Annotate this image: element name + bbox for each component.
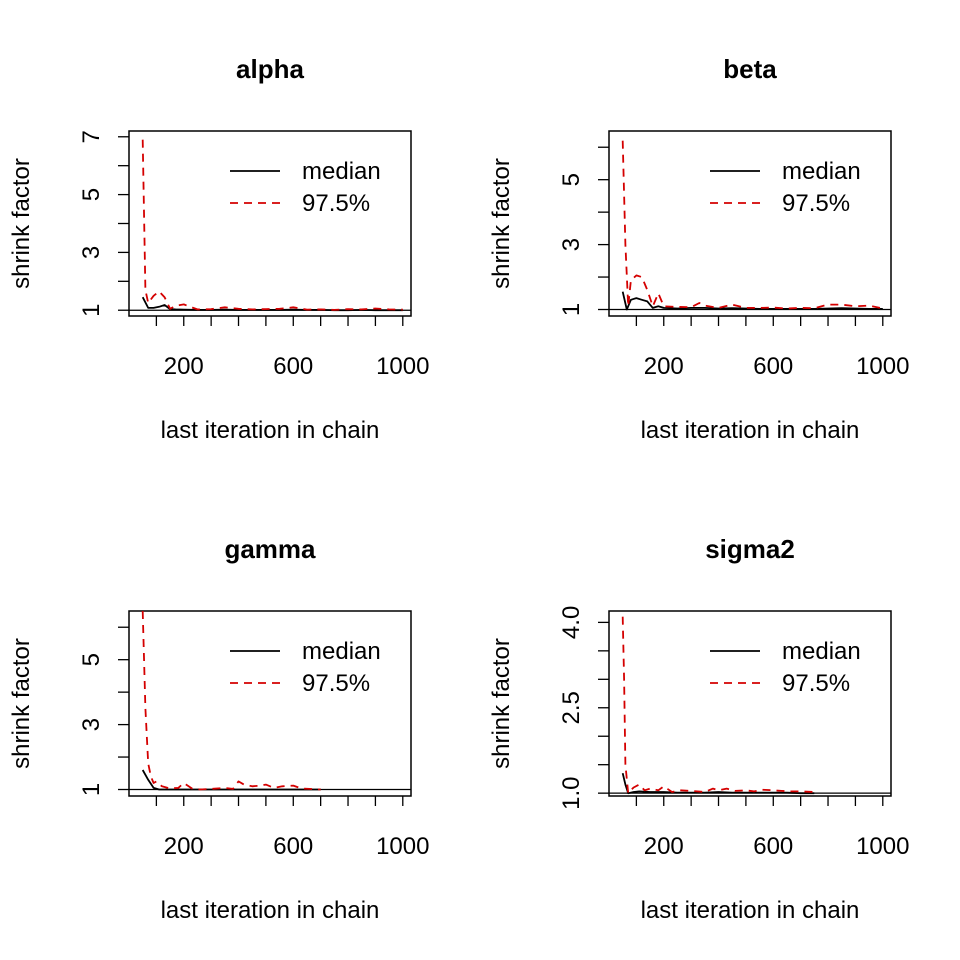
x-tick-label: 1000 (376, 353, 429, 380)
chart-panel-alpha: alpha last iteration in chain shrink facto… (8, 54, 429, 444)
upper-975-series-line (141, 139, 403, 311)
x-tick-label: 200 (164, 353, 204, 380)
chart-panel-beta: beta last iteration in chain shrink factor… (488, 54, 909, 444)
x-tick-label: 1000 (856, 353, 909, 380)
x-tick-label: 600 (753, 353, 793, 380)
upper-975-series-line (141, 611, 321, 791)
x-tick-label: 200 (644, 833, 684, 860)
legend: median 97.5% (710, 638, 861, 697)
median-series-line (141, 296, 403, 312)
y-tick-label: 3 (78, 246, 105, 259)
y-axis-label: shrink factor (488, 638, 515, 769)
upper-975-series-line (621, 616, 815, 795)
chart-title: beta (723, 54, 777, 84)
legend: median 97.5% (230, 638, 381, 697)
median-series-line (621, 772, 815, 795)
y-tick-label: 4.0 (558, 606, 585, 639)
y-tick-label: 2.5 (558, 691, 585, 724)
x-axis-label: last iteration in chain (161, 417, 380, 444)
legend-label-median: median (302, 158, 381, 185)
y-tick-label: 3 (558, 238, 585, 251)
x-tick-label: 600 (273, 833, 313, 860)
y-tick-label: 5 (78, 653, 105, 666)
x-tick-label: 600 (273, 353, 313, 380)
y-tick-label: 1 (78, 304, 105, 317)
legend: median 97.5% (230, 158, 381, 217)
x-tick-label: 200 (164, 833, 204, 860)
median-series-line (141, 769, 321, 791)
x-tick-label: 200 (644, 353, 684, 380)
legend: median 97.5% (710, 158, 861, 217)
median-series-line (621, 291, 883, 311)
chart-panel-gamma: gamma last iteration in chain shrink facto… (8, 534, 429, 924)
chart-title: gamma (224, 534, 316, 564)
legend-label-median: median (302, 638, 381, 665)
plot-frame (608, 610, 892, 797)
legend-label-upper-975: 97.5% (302, 670, 370, 697)
x-axis-label: last iteration in chain (641, 417, 860, 444)
plot-frame (608, 130, 892, 317)
plot-frame (128, 610, 412, 797)
y-axis-label: shrink factor (488, 158, 515, 289)
x-axis-label: last iteration in chain (161, 897, 380, 924)
chart-title: sigma2 (705, 534, 795, 564)
x-axis-label: last iteration in chain (641, 897, 860, 924)
legend-label-upper-975: 97.5% (302, 190, 370, 217)
legend-label-upper-975: 97.5% (782, 190, 850, 217)
legend-label-median: median (782, 158, 861, 185)
upper-975-series-line (621, 140, 883, 310)
y-axis-label: shrink factor (8, 158, 35, 289)
y-tick-label: 7 (78, 130, 105, 143)
x-tick-label: 1000 (376, 833, 429, 860)
y-tick-label: 5 (78, 188, 105, 201)
legend-label-upper-975: 97.5% (782, 670, 850, 697)
y-tick-label: 1 (558, 303, 585, 316)
x-tick-label: 600 (753, 833, 793, 860)
chart-panel-sigma2: sigma2 last iteration in chain shrink fact… (488, 534, 909, 924)
legend-label-median: median (782, 638, 861, 665)
y-tick-label: 3 (78, 718, 105, 731)
y-axis-label: shrink factor (8, 638, 35, 769)
x-tick-label: 1000 (856, 833, 909, 860)
chart-title: alpha (236, 54, 304, 84)
y-tick-label: 1 (78, 783, 105, 796)
y-tick-label: 1.0 (558, 776, 585, 809)
y-tick-label: 5 (558, 173, 585, 186)
